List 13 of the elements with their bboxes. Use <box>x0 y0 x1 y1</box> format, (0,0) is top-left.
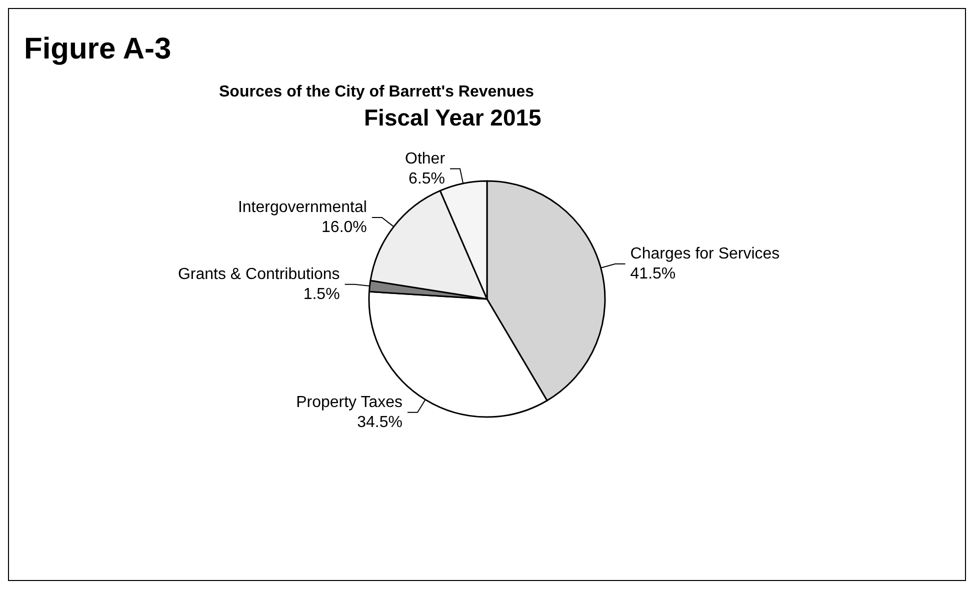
slice-label: Grants & Contributions <box>178 266 340 283</box>
data-label: 41.5% <box>630 265 676 282</box>
slice-label: Other <box>405 150 446 168</box>
slice-label: Charges for Services <box>630 245 780 262</box>
chart-title: Figure A-3 <box>24 32 172 66</box>
slice-label: Property Taxes <box>296 394 403 411</box>
text: Fiscal Year 2015 <box>364 104 542 130</box>
data-label: 16.0% <box>322 218 367 236</box>
slice-label: Intergovernmental <box>238 198 367 216</box>
data-label: 6.5% <box>408 170 446 188</box>
chart-subtitle: Sources of the City of Barrett's Revenues <box>219 84 534 100</box>
data-label: 34.5% <box>357 414 403 431</box>
data-label: 1.5% <box>303 286 340 303</box>
